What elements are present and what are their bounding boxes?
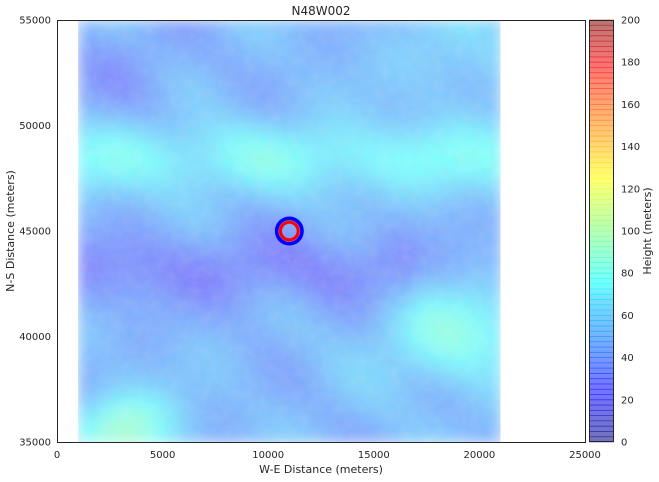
x-tick-label: 5000 bbox=[150, 450, 175, 461]
colorbar: 0 20 40 60 80 100 120 140 160 180 200 Height (mete… bbox=[589, 16, 654, 449]
colorbar-bands bbox=[589, 19, 614, 443]
elevation-raster bbox=[78, 20, 501, 442]
colorbar-tick-label: 80 bbox=[621, 269, 634, 280]
y-tick-label: 45000 bbox=[19, 227, 51, 238]
x-axis-label: W-E Distance (meters) bbox=[259, 463, 383, 476]
colorbar-tick-label: 160 bbox=[621, 100, 640, 111]
colorbar-tick-label: 200 bbox=[621, 16, 640, 27]
colorbar-ticks: 0 20 40 60 80 100 120 140 160 180 200 bbox=[621, 16, 640, 449]
x-axis-ticks: 0 5000 10000 15000 20000 25000 bbox=[54, 450, 601, 461]
colorbar-label: Height (meters) bbox=[641, 187, 654, 274]
colorbar-tick-label: 60 bbox=[621, 311, 634, 322]
x-tick-label: 25000 bbox=[569, 450, 601, 461]
colorbar-tick-label: 120 bbox=[621, 184, 640, 195]
marker-outer-ring bbox=[275, 217, 304, 245]
colorbar-tick-label: 180 bbox=[621, 58, 640, 69]
colorbar-tick-label: 0 bbox=[621, 438, 627, 449]
plot-area bbox=[57, 20, 586, 443]
x-tick-label: 10000 bbox=[252, 450, 284, 461]
colorbar-tick-label: 140 bbox=[621, 142, 640, 153]
axes-frame bbox=[57, 20, 586, 443]
y-tick-label: 50000 bbox=[19, 121, 51, 132]
chart-title: N48W002 bbox=[291, 4, 350, 18]
colorbar-tick-label: 100 bbox=[621, 227, 640, 238]
y-tick-label: 55000 bbox=[19, 16, 51, 27]
y-tick-label: 35000 bbox=[19, 438, 51, 449]
x-tick-label: 15000 bbox=[358, 450, 390, 461]
marker-inner-ring bbox=[279, 221, 299, 241]
colorbar-tick-label: 40 bbox=[621, 353, 634, 364]
y-axis-ticks: 35000 40000 45000 50000 55000 bbox=[19, 16, 51, 449]
colorbar-tick-label: 20 bbox=[621, 395, 634, 406]
x-tick-label: 20000 bbox=[463, 450, 495, 461]
x-tick-label: 0 bbox=[54, 450, 60, 461]
site-marker bbox=[274, 216, 304, 246]
colorbar-frame bbox=[589, 20, 614, 442]
y-axis-label: N-S Distance (meters) bbox=[4, 170, 17, 292]
y-tick-label: 40000 bbox=[19, 332, 51, 343]
